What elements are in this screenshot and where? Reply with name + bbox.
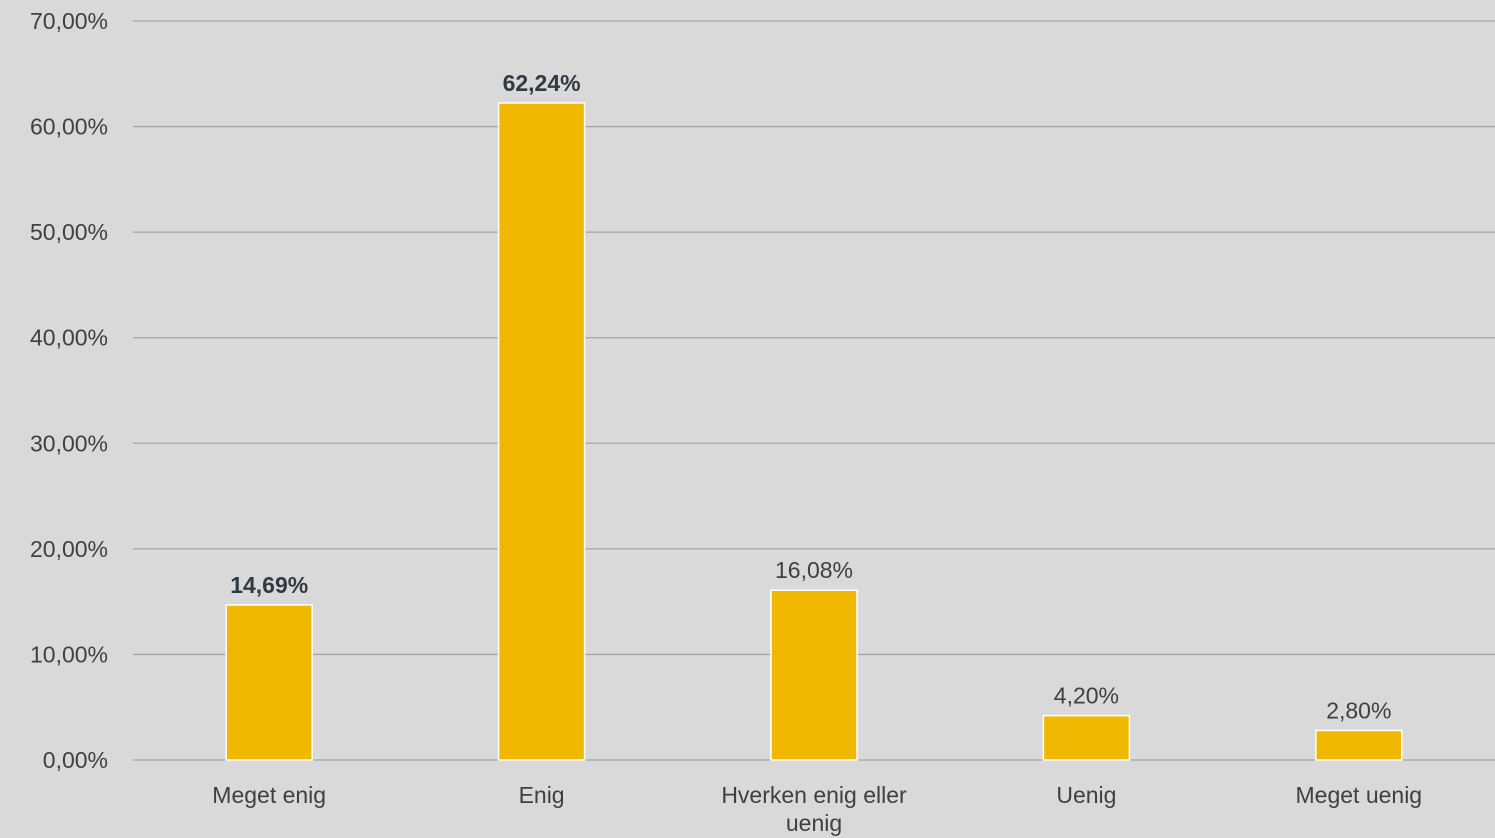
data-label: 2,80% — [1326, 697, 1391, 723]
y-tick-label: 20,00% — [30, 536, 108, 562]
category-label: Meget enig — [212, 782, 326, 808]
category-label: Meget uenig — [1296, 782, 1423, 808]
data-label: 4,20% — [1054, 683, 1119, 709]
y-tick-label: 70,00% — [30, 8, 108, 34]
y-tick-label: 40,00% — [30, 325, 108, 351]
data-labels: 14,69% 62,24% 16,08% 4,20% 2,80% — [230, 70, 1391, 724]
data-label: 14,69% — [230, 572, 308, 598]
bar — [1315, 729, 1403, 761]
y-tick-label: 30,00% — [30, 430, 108, 456]
y-axis-tick-labels: 0,00% 10,00% 20,00% 30,00% 40,00% 50,00% 60,00… — [30, 8, 108, 773]
bar — [497, 102, 586, 761]
y-tick-label: 10,00% — [30, 641, 108, 667]
grid-lines — [133, 20, 1495, 761]
data-label: 16,08% — [775, 557, 853, 583]
y-tick-label: 50,00% — [30, 219, 108, 245]
bars — [225, 102, 1403, 761]
bar — [225, 604, 313, 761]
x-axis-category-labels: Meget enig Enig Hverken enig eller uenig Uen… — [212, 782, 1422, 836]
bar — [1042, 714, 1131, 761]
category-label: Uenig — [1056, 782, 1116, 808]
category-label: Enig — [519, 782, 565, 808]
category-label: Hverken enig eller uenig — [721, 782, 907, 836]
bar — [770, 589, 858, 761]
data-label: 62,24% — [503, 70, 581, 96]
y-tick-label: 60,00% — [30, 114, 108, 140]
y-tick-label: 0,00% — [43, 747, 108, 773]
